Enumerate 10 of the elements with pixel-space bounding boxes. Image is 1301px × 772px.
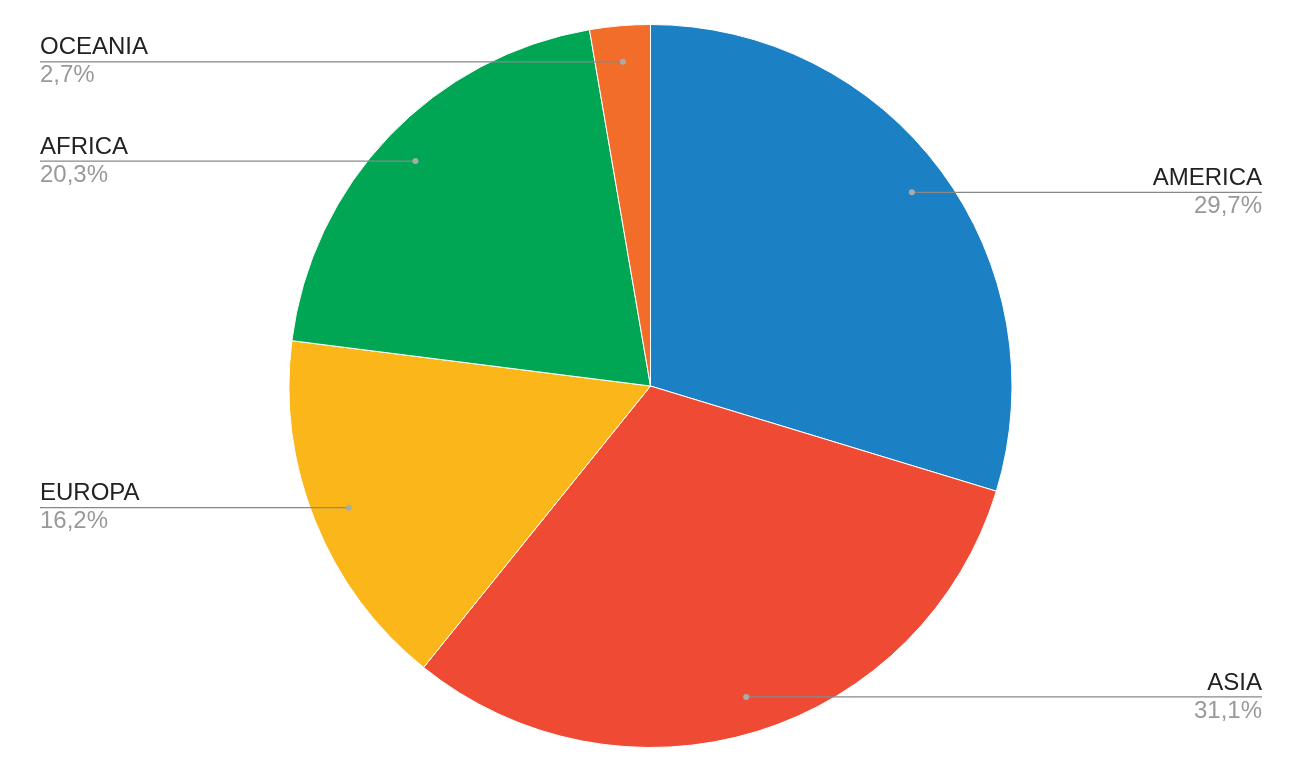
slice-label: ASIA xyxy=(1207,667,1262,695)
data-label: 29,7% xyxy=(1193,190,1262,218)
slice-label: EUROPA xyxy=(40,478,140,506)
data-label: 2,7% xyxy=(40,60,95,88)
data-label: 16,2% xyxy=(40,506,109,534)
slice-label: AMERICA xyxy=(1152,162,1262,190)
slice-label: AFRICA xyxy=(40,131,129,159)
data-label: 31,1% xyxy=(1193,695,1262,723)
data-label: 20,3% xyxy=(40,159,109,187)
slice-label: OCEANIA xyxy=(40,32,149,60)
